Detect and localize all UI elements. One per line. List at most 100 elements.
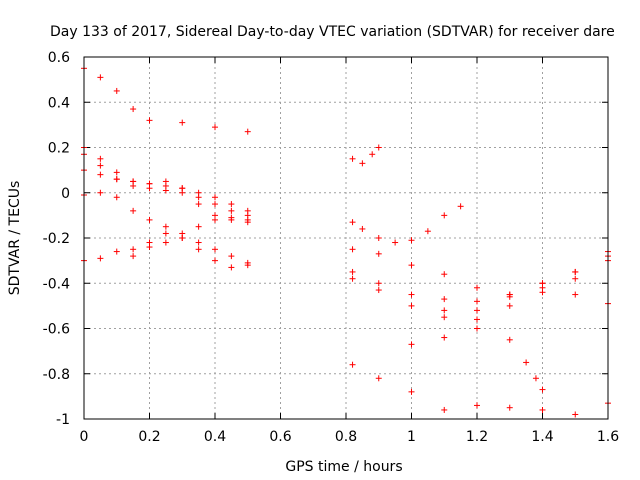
data-point (359, 225, 366, 232)
data-point (212, 124, 218, 131)
series-s10 (349, 246, 611, 307)
data-point (474, 316, 480, 323)
data-point (375, 280, 382, 287)
data-point (441, 212, 448, 219)
data-point (195, 239, 202, 246)
data-point (539, 406, 546, 413)
y-tick-label: -1 (56, 412, 70, 428)
data-points (81, 65, 611, 418)
data-point (179, 185, 186, 192)
series-s7 (130, 230, 251, 271)
data-point (195, 189, 202, 196)
data-point (97, 155, 104, 162)
chart-title: Day 133 of 2017, Sidereal Day-to-day VTE… (50, 24, 615, 40)
data-point (572, 291, 579, 298)
data-point (441, 296, 448, 303)
data-point (195, 201, 202, 208)
data-point (441, 314, 448, 321)
data-point (532, 375, 539, 382)
data-point (162, 178, 169, 185)
data-point (408, 262, 415, 269)
y-tick-label: -0.8 (43, 367, 70, 383)
x-tick-label: 1 (407, 429, 416, 445)
series-s5 (81, 189, 251, 269)
series-s11 (349, 253, 611, 305)
data-point (375, 235, 382, 241)
data-point (146, 180, 153, 187)
data-point (506, 291, 513, 298)
data-point (474, 325, 480, 332)
data-point (441, 406, 448, 413)
series-s14 (441, 257, 611, 321)
data-point (146, 117, 153, 124)
data-point (539, 280, 546, 287)
series-s6 (81, 214, 251, 264)
data-point (212, 201, 218, 208)
data-point (408, 291, 415, 298)
series-s15 (349, 361, 611, 418)
x-tick-label: 1.2 (466, 429, 488, 445)
data-point (113, 176, 120, 183)
data-point (349, 246, 356, 253)
data-point (408, 388, 415, 395)
data-point (457, 203, 464, 210)
data-point (146, 239, 153, 246)
series-s12 (349, 248, 611, 323)
grid-lines (83, 56, 609, 420)
y-tick-label: -0.6 (43, 322, 70, 338)
data-point (195, 223, 202, 230)
data-point (572, 275, 579, 282)
data-point (244, 128, 251, 135)
data-point (392, 239, 399, 246)
data-point (349, 361, 356, 368)
data-point (162, 223, 169, 230)
x-tick-label: 1.4 (531, 429, 553, 445)
series-s13 (408, 325, 546, 393)
data-point (97, 255, 104, 262)
y-tick-label: -0.4 (43, 276, 70, 292)
y-tick-label: 0.6 (48, 50, 70, 66)
axis-ticks: 0 0.2 0.4 0.6 0.8 1 1.2 1.4 1.6 -1 -0.8 -0.6 -0.4 -0.… (43, 50, 620, 445)
data-point (113, 87, 120, 94)
data-point (130, 207, 137, 214)
x-tick-label: 0.6 (269, 429, 291, 445)
x-tick-label: 0.8 (335, 429, 357, 445)
data-point (375, 250, 382, 257)
data-point (228, 264, 235, 271)
data-point (146, 216, 153, 223)
data-point (375, 144, 382, 151)
data-point (506, 302, 513, 309)
data-point (244, 207, 251, 214)
data-point (408, 302, 415, 309)
data-point (375, 375, 382, 382)
data-point (506, 336, 513, 343)
data-point (113, 169, 120, 176)
data-point (349, 219, 356, 226)
data-point (441, 334, 448, 341)
series-s1 (81, 65, 251, 135)
data-point (359, 160, 366, 167)
data-point (572, 411, 579, 418)
y-axis-label: SDTVAR / TECUs (7, 181, 23, 296)
data-point (97, 171, 104, 178)
data-point (506, 404, 513, 411)
data-point (244, 219, 251, 226)
data-point (130, 106, 137, 113)
data-point (408, 237, 415, 244)
data-point (539, 386, 546, 393)
data-point (228, 201, 235, 208)
data-point (572, 268, 579, 275)
x-axis-label: GPS time / hours (285, 459, 402, 475)
data-point (349, 155, 356, 162)
data-point (212, 246, 218, 253)
data-point (424, 228, 431, 235)
data-point (113, 194, 120, 201)
data-point (97, 189, 104, 196)
data-point (162, 230, 169, 237)
data-point (228, 214, 235, 221)
data-point (474, 298, 480, 305)
data-point (97, 162, 104, 169)
data-point (408, 341, 415, 348)
data-point (228, 207, 235, 214)
